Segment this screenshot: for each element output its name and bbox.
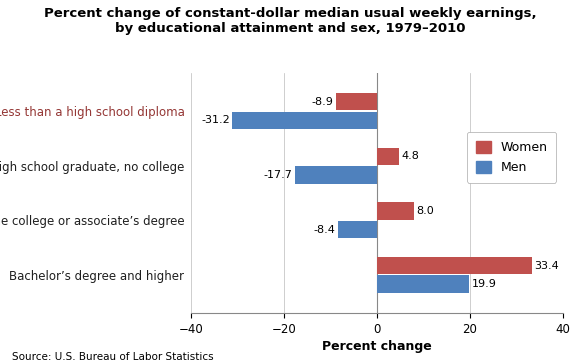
Bar <box>377 257 532 274</box>
Text: -8.4: -8.4 <box>314 225 336 234</box>
X-axis label: Percent change: Percent change <box>322 340 432 353</box>
Text: 33.4: 33.4 <box>534 261 559 270</box>
Text: -31.2: -31.2 <box>201 115 230 125</box>
Text: 19.9: 19.9 <box>472 279 496 289</box>
Bar <box>377 275 469 293</box>
Bar <box>336 93 377 111</box>
Bar <box>338 221 377 238</box>
Bar <box>295 166 377 183</box>
Text: -17.7: -17.7 <box>264 170 292 180</box>
Bar <box>232 111 377 129</box>
Bar <box>377 148 399 165</box>
Text: Source: U.S. Bureau of Labor Statistics: Source: U.S. Bureau of Labor Statistics <box>12 352 213 362</box>
Legend: Women, Men: Women, Men <box>467 132 556 183</box>
Text: Percent change of constant-dollar median usual weekly earnings,
by educational a: Percent change of constant-dollar median… <box>44 7 536 35</box>
Bar <box>377 202 414 219</box>
Text: 4.8: 4.8 <box>401 151 419 161</box>
Text: 8.0: 8.0 <box>416 206 434 216</box>
Text: -8.9: -8.9 <box>311 97 334 107</box>
